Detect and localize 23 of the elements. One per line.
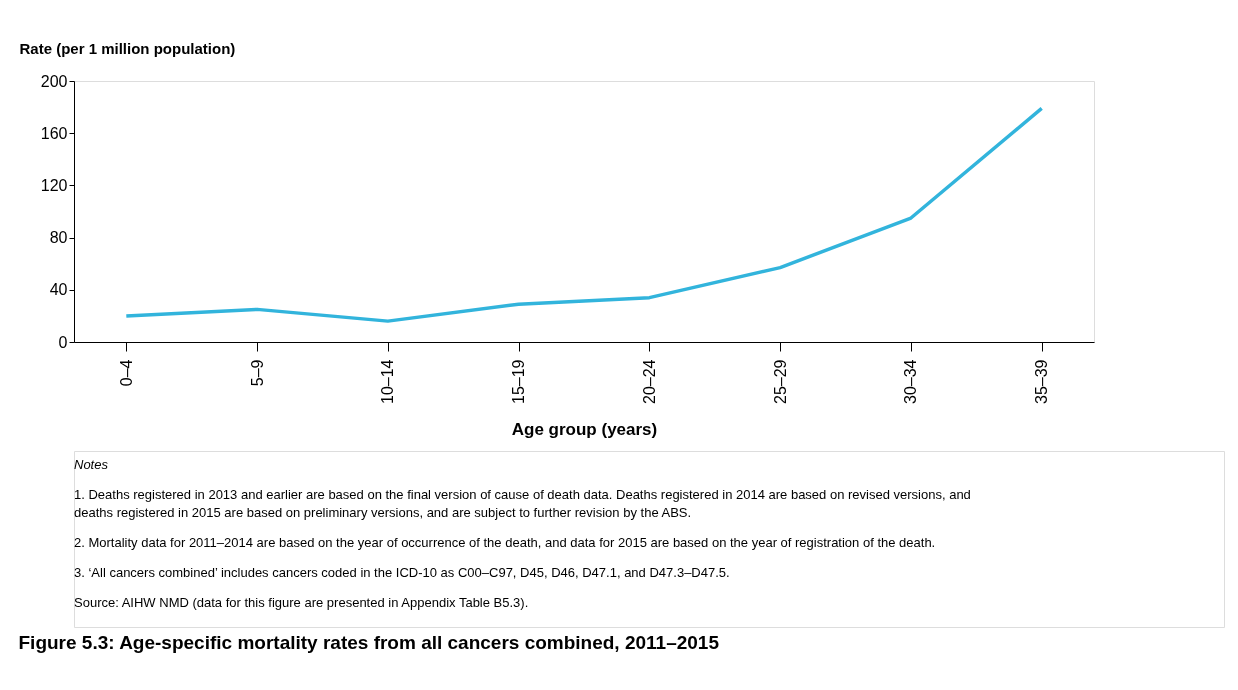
text: Figure 5.3: Age-specific mortality rates from all cancers combined, 2011–2015	[18, 631, 720, 653]
y-tick-label: 80	[49, 229, 68, 247]
x-tick-label: 25–29	[771, 359, 789, 404]
x-tick-label: 10–14	[379, 359, 397, 404]
x-tick-label: 0–4	[117, 359, 135, 387]
y-axis-title: Rate (per 1 million population)	[19, 39, 236, 57]
y-tick-label: 160	[40, 124, 68, 142]
source-note: Source: AIHW NMD (data for this figure are presented in Appendix Table B5.3).	[74, 595, 529, 610]
y-tick-label: 200	[40, 72, 68, 90]
x-tick-label: 30–34	[902, 359, 920, 404]
x-tick-label: 20–24	[640, 359, 658, 404]
line-series	[124, 106, 1044, 323]
x-axis-title: Age group (years)	[511, 419, 658, 439]
y-tick-label: 0	[58, 333, 68, 351]
y-tick-label: 120	[40, 176, 68, 194]
text: 3. ‘All cancers combined’ includes cancers coded in the ICD-10 as C00–C97, D45, D46, D47.1, and D47.3–D47.5.	[74, 565, 730, 580]
text: Notes	[74, 457, 109, 472]
y-tick-label: 40	[49, 281, 68, 299]
x-tick-label: 35–39	[1033, 359, 1051, 404]
text: 1. Deaths registered in 2013 and earlier are based on the final version of cause of death data. Deaths registered in 2014 are based on revised versions, and deaths registered in 2015 are based on preliminary versions, and are subject to further revision by the ABS.	[74, 487, 971, 520]
text: 2. Mortality data for 2011–2014 are based on the year of occurrence of the death, and data for 2015 are based on the year of registration of the death.	[74, 535, 936, 550]
x-tick-label: 5–9	[248, 359, 266, 387]
x-tick-label: 15–19	[510, 359, 528, 404]
